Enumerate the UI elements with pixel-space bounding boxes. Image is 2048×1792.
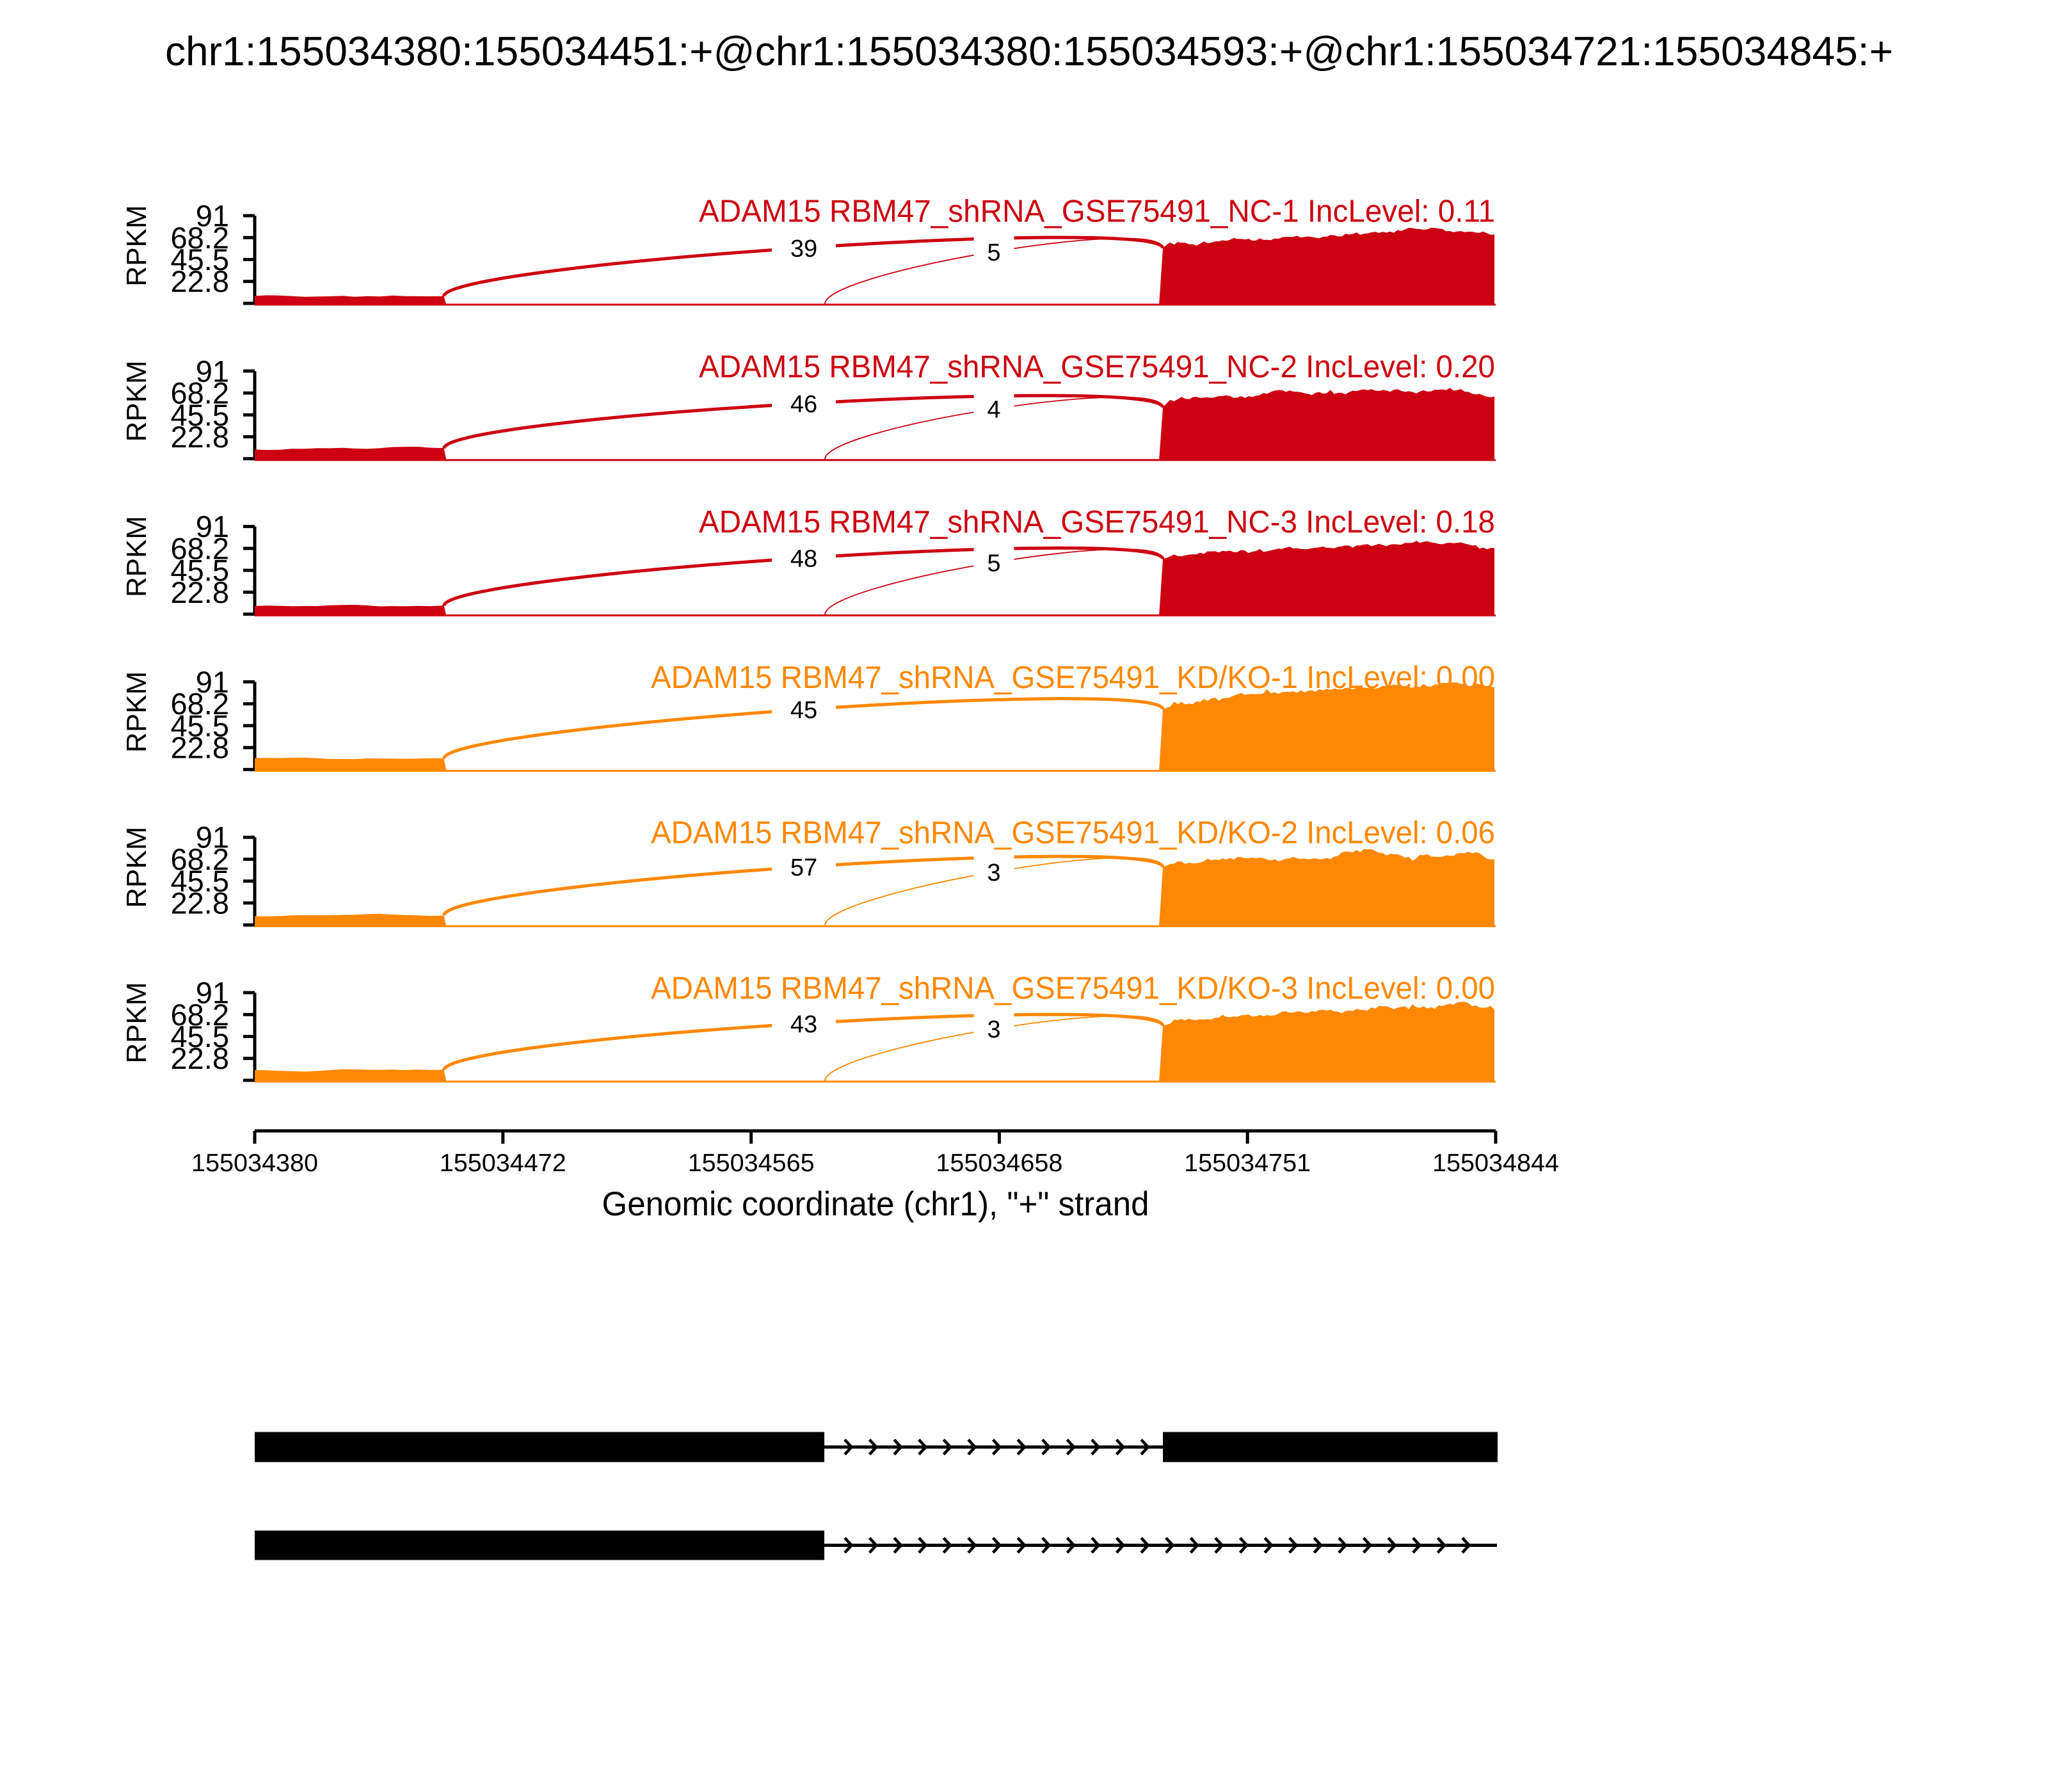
svg-text:RPKM: RPKM: [121, 205, 152, 286]
svg-text:3: 3: [987, 1016, 1000, 1043]
svg-text:68.2: 68.2: [171, 998, 229, 1032]
svg-text:68.2: 68.2: [171, 376, 229, 410]
svg-text:22.8: 22.8: [171, 1041, 229, 1075]
svg-text:RPKM: RPKM: [121, 671, 152, 753]
svg-text:ADAM15 RBM47_shRNA_GSE75491_KD: ADAM15 RBM47_shRNA_GSE75491_KD/KO-2 IncL…: [651, 816, 1495, 851]
svg-text:68.2: 68.2: [171, 221, 229, 255]
svg-text:ADAM15 RBM47_shRNA_GSE75491_NC: ADAM15 RBM47_shRNA_GSE75491_NC-3 IncLeve…: [699, 505, 1495, 540]
svg-text:45.5: 45.5: [171, 398, 229, 432]
svg-text:91: 91: [196, 509, 229, 543]
svg-text:45.5: 45.5: [171, 243, 229, 276]
svg-text:39: 39: [790, 236, 817, 262]
svg-text:4: 4: [987, 397, 1000, 424]
svg-text:ADAM15 RBM47_shRNA_GSE75491_KD: ADAM15 RBM47_shRNA_GSE75491_KD/KO-1 IncL…: [651, 660, 1495, 695]
svg-text:RPKM: RPKM: [121, 360, 152, 442]
svg-text:3: 3: [987, 860, 1000, 886]
svg-text:ADAM15 RBM47_shRNA_GSE75491_NC: ADAM15 RBM47_shRNA_GSE75491_NC-2 IncLeve…: [699, 349, 1495, 384]
svg-text:68.2: 68.2: [171, 531, 229, 565]
svg-text:ADAM15 RBM47_shRNA_GSE75491_KD: ADAM15 RBM47_shRNA_GSE75491_KD/KO-3 IncL…: [651, 972, 1495, 1006]
svg-text:155034751: 155034751: [1184, 1149, 1311, 1177]
svg-text:91: 91: [196, 199, 229, 233]
svg-text:45.5: 45.5: [171, 864, 229, 898]
svg-text:45: 45: [790, 697, 817, 724]
svg-text:155034380: 155034380: [191, 1149, 318, 1177]
svg-text:57: 57: [790, 854, 817, 881]
svg-text:155034844: 155034844: [1432, 1149, 1559, 1177]
svg-text:48: 48: [790, 545, 817, 572]
svg-text:22.8: 22.8: [171, 886, 229, 920]
svg-text:91: 91: [196, 354, 229, 388]
svg-text:45.5: 45.5: [171, 554, 229, 588]
svg-text:22.8: 22.8: [171, 420, 229, 454]
svg-text:91: 91: [196, 976, 229, 1010]
svg-text:43: 43: [790, 1011, 817, 1038]
svg-text:91: 91: [196, 665, 229, 699]
svg-text:45.5: 45.5: [171, 708, 229, 742]
svg-text:22.8: 22.8: [171, 264, 229, 298]
svg-text:Genomic coordinate (chr1), "+": Genomic coordinate (chr1), "+" strand: [602, 1185, 1149, 1223]
svg-text:RPKM: RPKM: [121, 827, 152, 908]
svg-text:46: 46: [790, 391, 817, 418]
svg-text:5: 5: [987, 239, 1000, 266]
svg-text:155034472: 155034472: [440, 1149, 566, 1177]
svg-text:155034565: 155034565: [688, 1149, 815, 1177]
svg-text:68.2: 68.2: [171, 842, 229, 876]
svg-text:45.5: 45.5: [171, 1020, 229, 1053]
svg-text:5: 5: [987, 550, 1000, 577]
svg-text:RPKM: RPKM: [121, 516, 152, 597]
svg-text:91: 91: [196, 820, 229, 854]
svg-text:155034658: 155034658: [936, 1149, 1062, 1177]
svg-text:22.8: 22.8: [171, 575, 229, 609]
svg-text:RPKM: RPKM: [121, 982, 152, 1063]
svg-text:chr1:155034380:155034451:+@chr: chr1:155034380:155034451:+@chr1:15503438…: [165, 28, 1893, 74]
svg-text:ADAM15 RBM47_shRNA_GSE75491_NC: ADAM15 RBM47_shRNA_GSE75491_NC-1 IncLeve…: [699, 195, 1495, 229]
svg-text:68.2: 68.2: [171, 687, 229, 721]
svg-text:22.8: 22.8: [171, 731, 229, 765]
